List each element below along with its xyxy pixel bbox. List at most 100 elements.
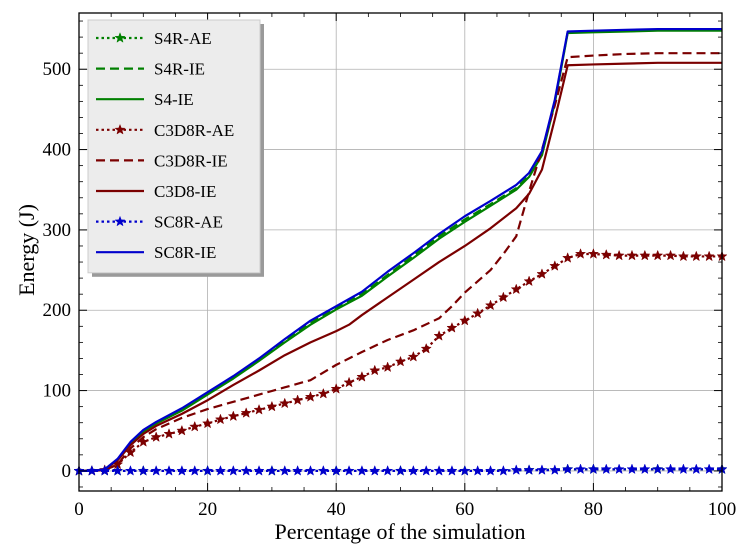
series-marker-sc8r-ae [484, 465, 497, 476]
y-tick-label: 200 [43, 300, 72, 321]
series-marker-sc8r-ae [574, 463, 587, 475]
series-marker-sc8r-ae [176, 465, 188, 476]
legend-box [87, 19, 261, 274]
series-marker-c3d8r-ae [407, 350, 419, 362]
series-marker-c3d8r-ae [626, 249, 638, 261]
series-marker-c3d8r-ae [497, 291, 510, 303]
series-marker-c3d8r-ae [291, 394, 304, 406]
series-marker-sc8r-ae [201, 465, 214, 476]
x-tick-label: 0 [74, 499, 84, 520]
x-tick-label: 100 [708, 499, 737, 520]
series-marker-c3d8r-ae [382, 361, 394, 373]
legend-marker [114, 32, 126, 43]
series-marker-sc8r-ae [227, 465, 239, 476]
series-marker-sc8r-ae [279, 465, 291, 476]
tick-labels: 0 20 40 60 80 100 0 100 200 300 400 500 [43, 59, 737, 520]
series-marker-sc8r-ae [420, 465, 432, 476]
series-marker-sc8r-ae [459, 465, 471, 476]
series-marker-sc8r-ae [291, 465, 304, 476]
series-marker-c3d8r-ae [703, 250, 715, 262]
y-tick-label: 100 [43, 381, 72, 402]
x-tick-label: 20 [198, 499, 217, 520]
series-marker-c3d8r-ae [189, 420, 201, 432]
series-marker-c3d8r-ae [394, 355, 407, 367]
series-marker-c3d8r-ae [613, 249, 625, 261]
x-tick-label: 40 [327, 499, 346, 520]
axis-ticks [78, 13, 723, 491]
series-marker-c3d8r-ae [664, 249, 677, 261]
series-marker-sc8r-ae [587, 463, 600, 475]
series-marker-sc8r-ae [639, 463, 651, 475]
series-marker-c3d8r-ae [690, 250, 702, 262]
series-marker-c3d8r-ae [240, 407, 252, 418]
series-marker-sc8r-ae [677, 463, 690, 475]
series-line-c3d8r-ae [79, 252, 722, 473]
series-marker-sc8r-ae [626, 463, 638, 475]
series-marker-sc8r-ae [510, 464, 522, 475]
series-marker-c3d8r-ae [677, 250, 690, 262]
series-marker-c3d8r-ae [433, 330, 445, 341]
series-marker-sc8r-ae [253, 465, 265, 476]
series-marker-c3d8r-ae [484, 299, 497, 311]
series-marker-sc8r-ae [189, 465, 201, 476]
legend-label: S4R-AE [154, 29, 212, 48]
series-marker-sc8r-ae [433, 465, 445, 476]
series-marker-sc8r-ae [111, 465, 124, 476]
series-marker-sc8r-ae [394, 465, 407, 476]
series-marker-c3d8r-ae [459, 314, 471, 326]
series-line-c3d8-ie [79, 61, 722, 473]
series-marker-c3d8r-ae [562, 252, 574, 263]
series-layer [73, 27, 728, 476]
series-marker-c3d8r-ae [266, 400, 278, 412]
series-marker-sc8r-ae [382, 465, 394, 476]
legend-label: C3D8R-IE [154, 151, 228, 170]
legend-label: C3D8-IE [154, 182, 216, 201]
y-tick-label: 0 [62, 461, 72, 482]
series-marker-sc8r-ae [343, 465, 355, 476]
series-marker-sc8r-ae [150, 465, 162, 476]
y-tick-label: 500 [43, 59, 72, 80]
series-marker-sc8r-ae [407, 465, 419, 476]
legend-label: S4R-IE [154, 60, 205, 79]
series-marker-sc8r-ae [369, 465, 381, 476]
series-marker-c3d8r-ae [279, 397, 291, 409]
series-marker-c3d8r-ae [214, 413, 227, 425]
series-marker-c3d8r-ae [330, 383, 342, 394]
series-marker-sc8r-ae [240, 465, 252, 476]
series-marker-sc8r-ae [137, 465, 149, 476]
series-marker-c3d8r-ae [639, 249, 651, 261]
series-marker-sc8r-ae [317, 465, 329, 476]
series-marker-sc8r-ae [549, 464, 561, 475]
series-marker-sc8r-ae [703, 463, 715, 475]
x-tick-label: 60 [455, 499, 474, 520]
series-marker-sc8r-ae [523, 464, 535, 475]
x-axis-label: Percentage of the simulation [274, 519, 525, 544]
series-marker-sc8r-ae [690, 463, 702, 475]
series-marker-c3d8r-ae [600, 248, 612, 260]
series-marker-sc8r-ae [664, 463, 677, 475]
series-marker-c3d8r-ae [150, 431, 162, 442]
legend-label: SC8R-AE [154, 213, 223, 232]
y-tick-label: 400 [43, 140, 72, 161]
series-marker-c3d8r-ae [304, 391, 317, 402]
series-marker-c3d8r-ae [536, 268, 548, 279]
legend-label: C3D8R-AE [154, 121, 234, 140]
series-marker-c3d8r-ae [356, 371, 368, 382]
series-line-sc8r-ie [79, 27, 722, 473]
series-marker-c3d8r-ae [420, 342, 432, 354]
series-marker-c3d8r-ae [446, 322, 458, 333]
series-marker-c3d8r-ae [227, 410, 239, 422]
series-marker-c3d8r-ae [587, 248, 600, 259]
legend-label: S4-IE [154, 90, 194, 109]
series-marker-c3d8r-ae [176, 424, 188, 436]
series-marker-sc8r-ae [163, 465, 175, 476]
series-marker-c3d8r-ae [253, 403, 265, 415]
series-marker-sc8r-ae [472, 465, 484, 476]
x-tick-label: 80 [584, 499, 603, 520]
series-marker-c3d8r-ae [549, 260, 561, 271]
series-marker-sc8r-ae [613, 463, 625, 475]
series-marker-c3d8r-ae [510, 283, 522, 295]
series-marker-c3d8r-ae [574, 248, 587, 259]
series-marker-sc8r-ae [330, 465, 342, 476]
series-line-c3d8r-ie [79, 52, 722, 473]
